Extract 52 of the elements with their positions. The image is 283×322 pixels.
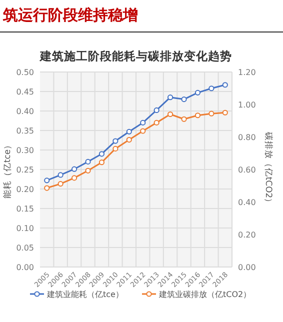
point <box>208 110 214 116</box>
point <box>71 166 78 172</box>
y-tick-label: 0.20 <box>16 185 34 194</box>
point <box>154 120 160 126</box>
point <box>181 116 187 122</box>
y2-tick-label: 0.60 <box>238 166 256 174</box>
point <box>44 178 50 184</box>
text: 筑运行阶段维持稳增 <box>2 6 138 24</box>
y2-tick-label: 1.20 <box>238 68 256 77</box>
y-tick-label: 0.35 <box>16 126 34 136</box>
point <box>154 107 160 114</box>
point <box>194 90 201 96</box>
y-axis-title: 能耗（亿tce） <box>2 140 13 199</box>
y-tick-label: 0.05 <box>16 244 34 252</box>
y-tick-label: 0.10 <box>16 224 34 233</box>
y-tick-label: 0.40 <box>16 107 34 116</box>
point <box>44 185 50 191</box>
y-tick-label: 0.15 <box>16 204 34 214</box>
legend-label: 建筑业能耗（亿tce） <box>46 290 124 299</box>
point <box>98 151 105 157</box>
point <box>167 94 174 100</box>
point <box>98 160 105 166</box>
chart-title: 建筑施工阶段能耗与碳排放变化趋势 <box>39 49 232 63</box>
point <box>222 110 228 116</box>
point <box>58 172 64 178</box>
y2-tick-label: 1.00 <box>238 100 256 110</box>
point <box>71 175 78 181</box>
point <box>112 146 118 152</box>
y-tick-label: 0.25 <box>16 166 34 174</box>
point <box>85 158 91 164</box>
y2-tick-label: 0.00 <box>238 263 256 272</box>
point <box>126 136 132 143</box>
point <box>222 82 228 88</box>
point <box>140 128 146 134</box>
y2-tick-label: 0.40 <box>238 198 256 207</box>
point <box>126 128 132 134</box>
point <box>58 181 64 187</box>
point <box>181 96 187 102</box>
y-tick-label: 0.30 <box>16 146 34 155</box>
point <box>85 168 91 174</box>
point <box>208 86 214 92</box>
y-tick-label: 0.45 <box>16 88 34 96</box>
legend-label: 建筑业碳排放（亿tCO2） <box>158 290 252 299</box>
y-tick-label: 0.00 <box>16 263 34 272</box>
point <box>194 112 201 118</box>
point <box>140 120 146 126</box>
y2-tick-label: 0.20 <box>238 230 256 240</box>
y2-tick-label: 0.80 <box>238 133 256 142</box>
y2-axis-title: 碳排放（亿tCO2） <box>263 130 274 208</box>
point <box>167 111 174 118</box>
y-tick-label: 0.50 <box>16 68 34 77</box>
point <box>112 138 118 144</box>
